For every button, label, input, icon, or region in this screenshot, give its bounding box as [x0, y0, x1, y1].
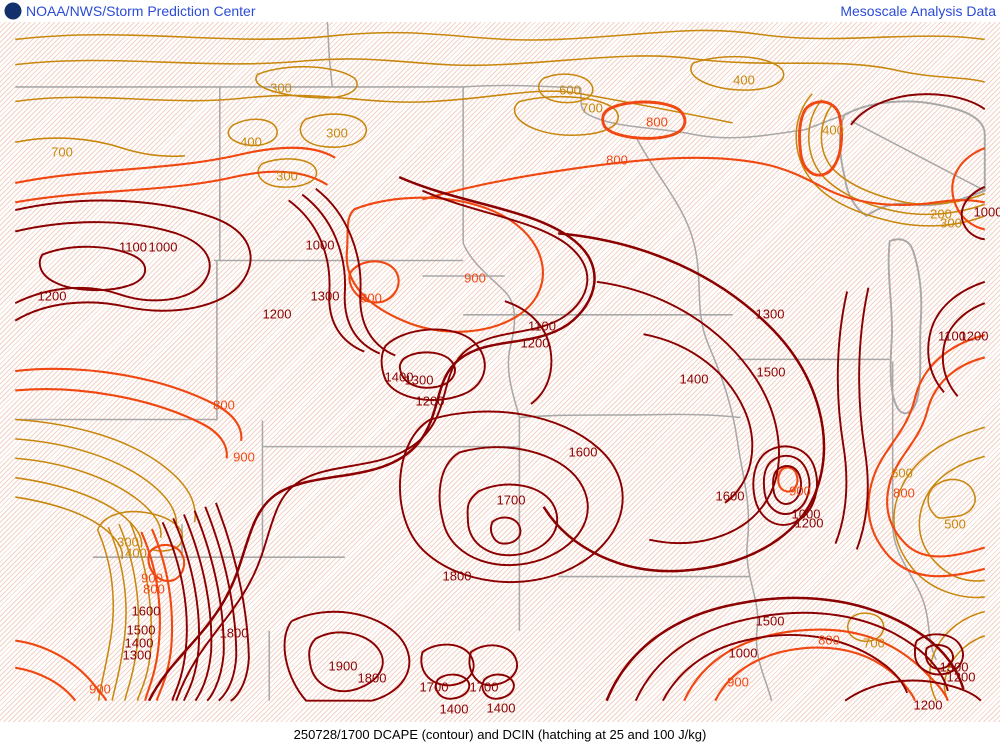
contour-label: 600	[559, 82, 581, 98]
contour-label: 800	[893, 485, 915, 501]
contour-label: 900	[233, 449, 255, 465]
contour-label: 1200	[37, 288, 67, 304]
contour-label: 1400	[124, 635, 154, 651]
page-header: NOAA/NWS/Storm Prediction Center Mesosca…	[0, 0, 1000, 22]
contour-label: 300	[940, 215, 962, 231]
contour-label: 500	[944, 516, 966, 532]
map-caption: 250728/1700 DCAPE (contour) and DCIN (ha…	[293, 727, 707, 742]
contour-layer-high	[14, 93, 986, 702]
contour-label: 1200	[415, 393, 445, 409]
contour-label: 1200	[794, 515, 824, 531]
contour-label: 1400	[486, 700, 516, 716]
contour-label: 800	[143, 581, 165, 597]
contour-label: 1700	[496, 492, 526, 508]
contour-label: 1000	[791, 506, 821, 522]
contour-label: 1800	[357, 670, 387, 686]
contour-label: 1200	[959, 328, 989, 344]
contour-label: 1400	[679, 371, 709, 387]
contour-label: 1100	[528, 318, 556, 334]
contour-label: 700	[581, 100, 603, 116]
contour-label: 1600	[131, 603, 161, 619]
contour-label: 800	[818, 632, 840, 648]
contour-label: 1600	[568, 444, 598, 460]
contour-label: 1800	[219, 625, 249, 641]
contour-label: 400	[822, 122, 844, 138]
contour-label: 900	[141, 570, 163, 586]
contour-label: 1800	[442, 568, 472, 584]
contour-label: 1300	[755, 306, 785, 322]
contour-label: 1200	[262, 306, 292, 322]
contour-label: 1300	[939, 659, 969, 675]
contour-label: 1200	[520, 335, 550, 351]
contour-label: 1900	[328, 658, 358, 674]
contour-label: 900	[789, 483, 811, 499]
lake-michigan	[887, 238, 923, 415]
contour-label: 400	[125, 545, 147, 561]
contour-label: 1600	[715, 488, 745, 504]
contour-label: 1500	[756, 364, 786, 380]
contour-label: 1100	[119, 239, 147, 255]
contour-label: 1700	[469, 679, 499, 695]
contour-label: 1200	[946, 669, 976, 685]
contour-label: 1400	[384, 369, 414, 385]
contour-labels-layer: 700 300 400 300 300 600 700 400 400 200 300 500 600 7…	[0, 22, 1000, 722]
contour-label: 400	[733, 72, 755, 88]
contour-label: 200	[930, 206, 952, 222]
caption-bar: 250728/1700 DCAPE (contour) and DCIN (ha…	[0, 722, 1000, 750]
contour-label: 1400	[439, 701, 469, 717]
contour-label: 1300	[310, 288, 340, 304]
contour-label: 1500	[755, 613, 785, 629]
contour-label: 1000	[148, 239, 178, 255]
contour-label: 300	[326, 125, 348, 141]
contour-label: 1700	[419, 679, 449, 695]
contour-label: 300	[270, 80, 292, 96]
contour-label: 1000	[305, 237, 335, 253]
contour-label: 900	[727, 674, 749, 690]
spc-site-link[interactable]: NOAA/NWS/Storm Prediction Center	[26, 3, 256, 19]
dcin-hatching	[0, 22, 1000, 722]
contour-label: 1000	[728, 645, 758, 661]
contour-label: 1000	[973, 204, 1000, 220]
noaa-logo-icon	[4, 2, 22, 20]
contour-label: 1300	[404, 372, 434, 388]
dcape-dcin-map: 700 300 400 300 300 600 700 400 400 200 300 500 600 7…	[0, 22, 1000, 722]
contour-label: 400	[240, 134, 262, 150]
contour-label: 700	[51, 144, 73, 160]
contour-label: 800	[606, 152, 628, 168]
contour-label: 700	[863, 635, 885, 651]
contour-label: 800	[360, 290, 382, 306]
contour-label: 900	[464, 270, 486, 286]
contour-label: 800	[646, 114, 668, 130]
contour-label: 300	[117, 534, 139, 550]
contour-label: 600	[891, 465, 913, 481]
contour-map-canvas	[14, 22, 986, 702]
contour-label: 1100	[938, 328, 966, 344]
contour-label: 900	[89, 681, 111, 697]
contour-label: 1300	[122, 647, 152, 663]
mesoanalysis-product-link[interactable]: Mesoscale Analysis Data	[840, 3, 996, 19]
contour-layer-low	[15, 29, 986, 702]
contour-label: 800	[213, 397, 235, 413]
contour-label: 1500	[126, 622, 156, 638]
contour-label: 1200	[913, 697, 943, 713]
contour-label: 300	[276, 168, 298, 184]
